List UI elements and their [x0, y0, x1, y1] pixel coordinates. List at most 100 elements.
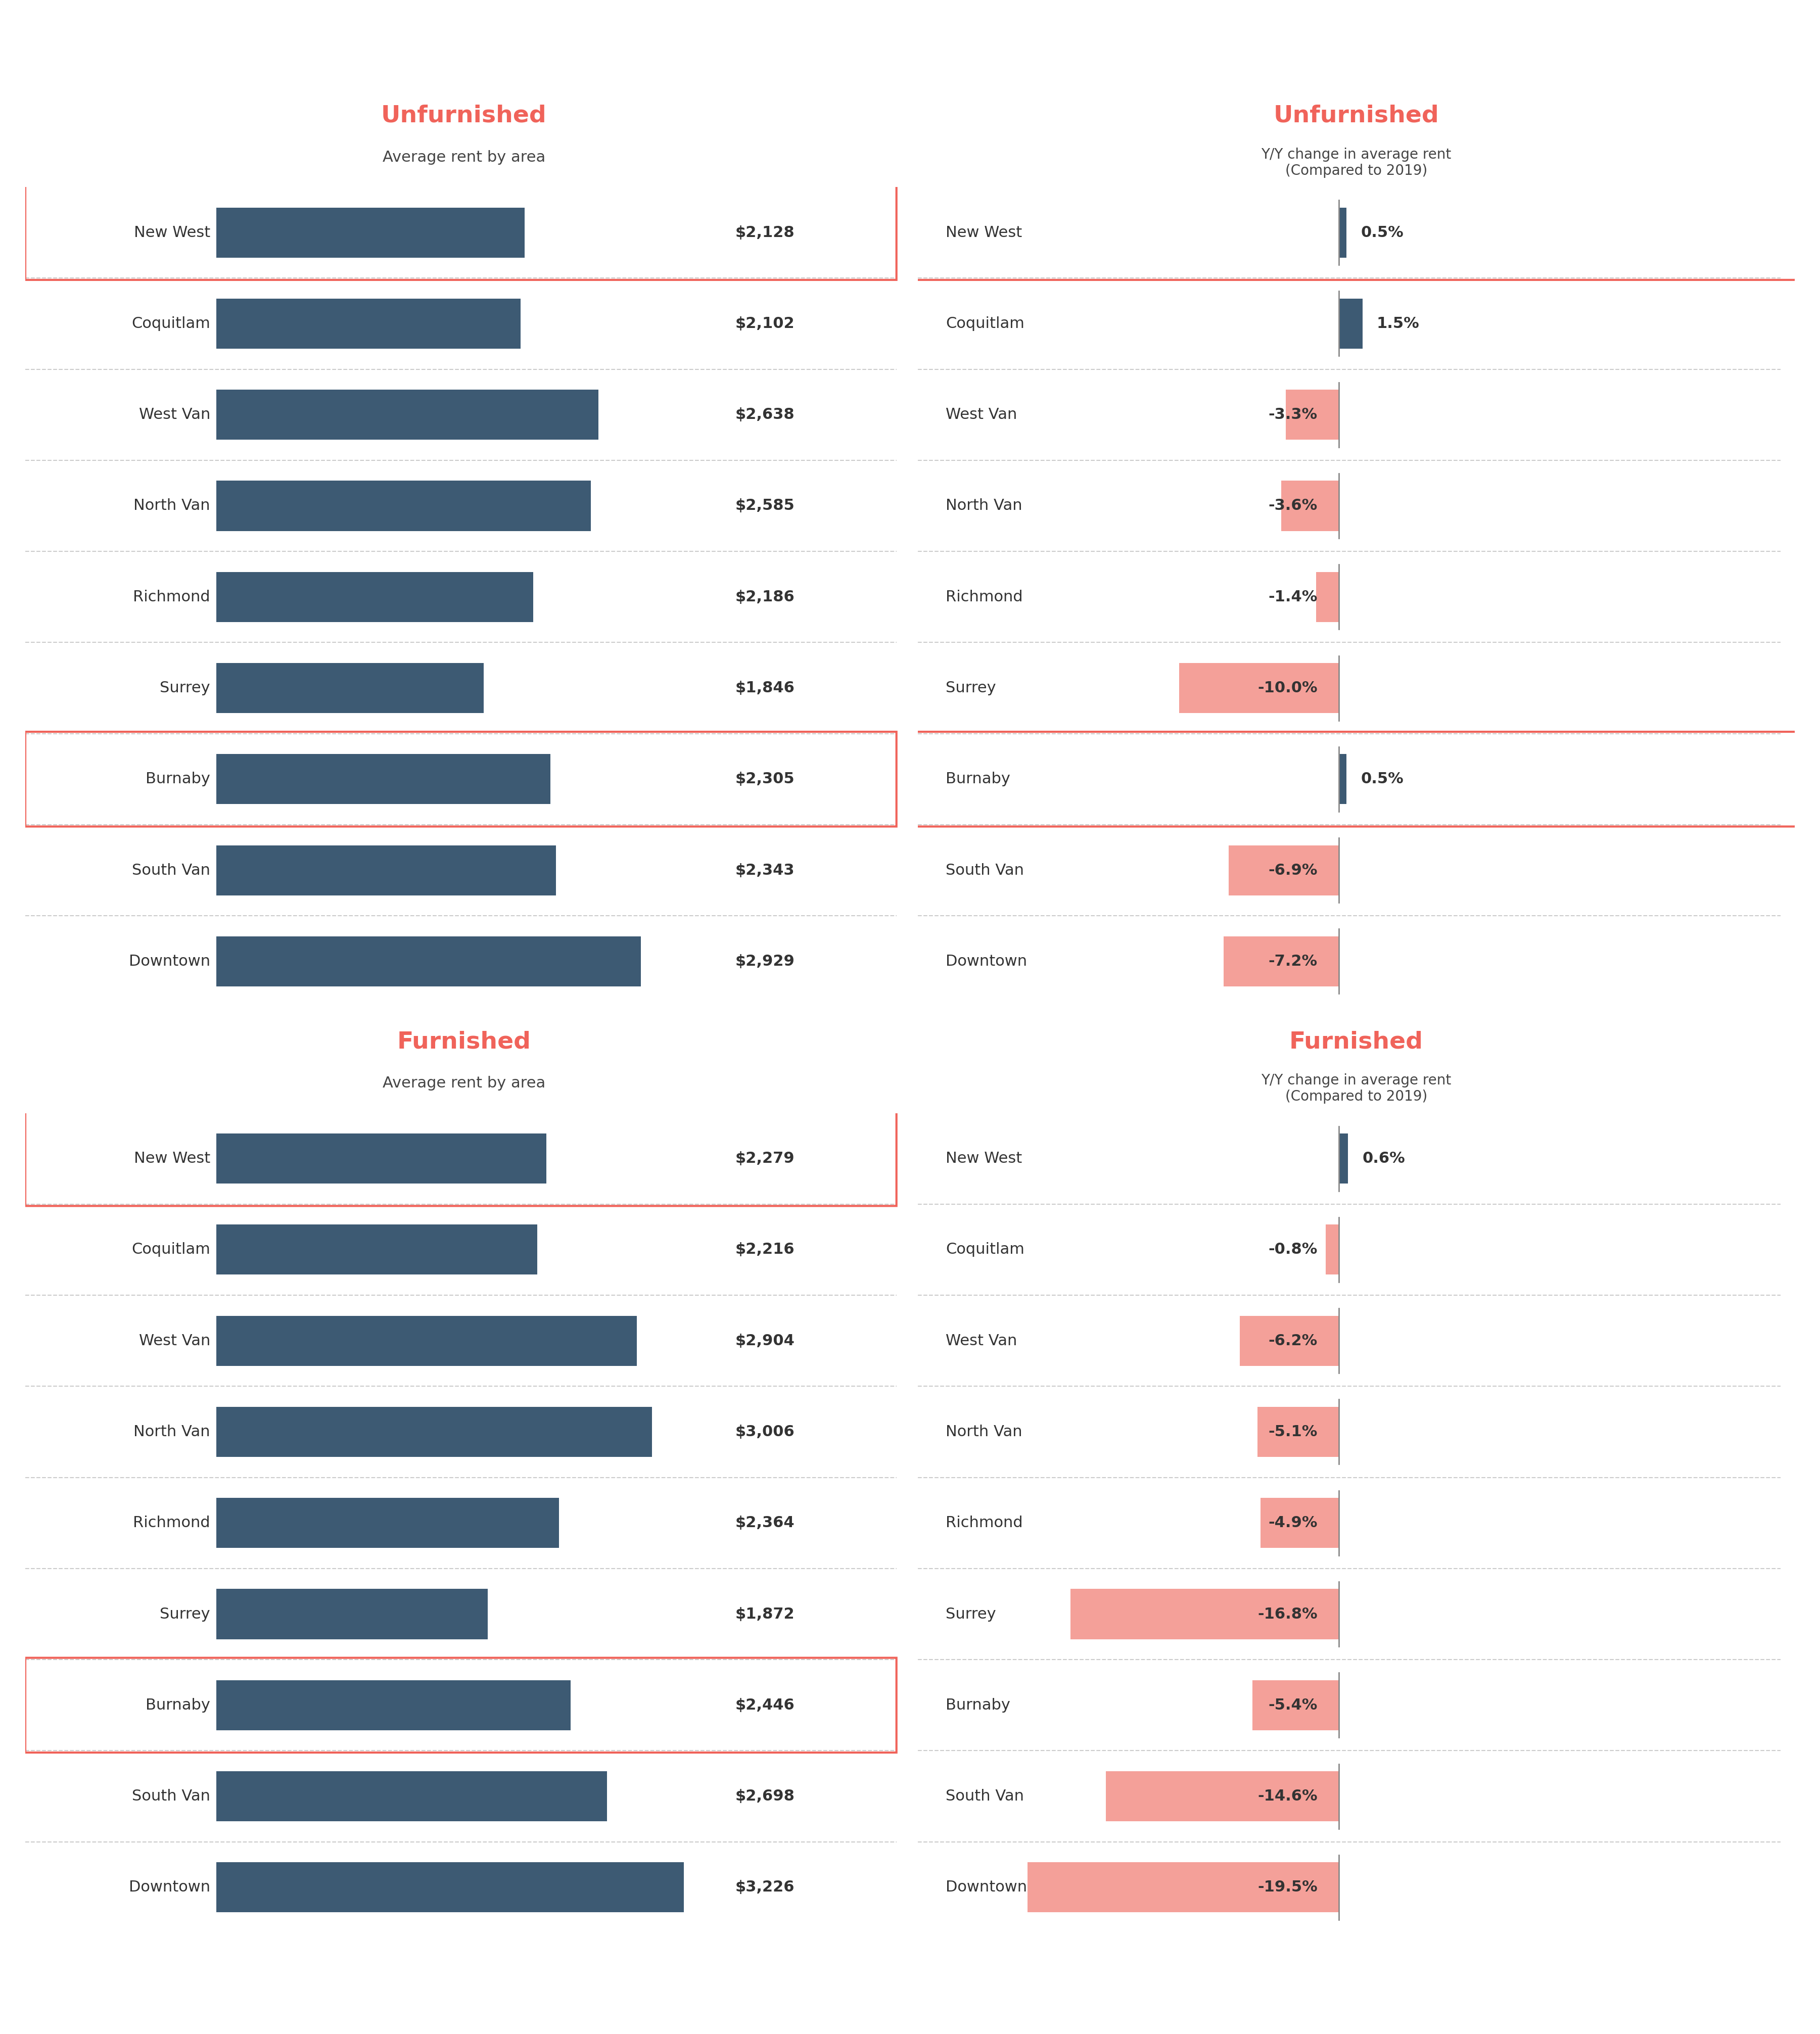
FancyBboxPatch shape	[1070, 1589, 1340, 1639]
Text: -10.0%: -10.0%	[1258, 681, 1318, 696]
Text: Coquitlam: Coquitlam	[131, 317, 211, 332]
FancyBboxPatch shape	[217, 1863, 684, 1912]
Text: Richmond: Richmond	[946, 590, 1023, 604]
Text: -0.8%: -0.8%	[1269, 1243, 1318, 1257]
Text: liv.rent, Craigslist, Rentals.ca, and Zumper: liv.rent, Craigslist, Rentals.ca, and Zu…	[155, 1977, 453, 1991]
FancyBboxPatch shape	[1281, 480, 1340, 531]
FancyBboxPatch shape	[1258, 1408, 1340, 1456]
FancyBboxPatch shape	[217, 480, 592, 531]
Text: 1.5%: 1.5%	[1376, 317, 1420, 332]
Text: North Van: North Van	[946, 1424, 1023, 1440]
FancyBboxPatch shape	[217, 391, 599, 439]
Text: Y/Y change in average rent
(Compared to 2019): Y/Y change in average rent (Compared to …	[1261, 146, 1451, 177]
Text: -3.6%: -3.6%	[1269, 498, 1318, 513]
Text: $2,585: $2,585	[735, 498, 795, 513]
FancyBboxPatch shape	[217, 572, 533, 622]
Text: Unfurnished: Unfurnished	[380, 104, 546, 128]
Text: -5.4%: -5.4%	[1269, 1698, 1318, 1713]
Text: Burnaby: Burnaby	[146, 771, 211, 787]
Text: Burnaby: Burnaby	[946, 1698, 1010, 1713]
Text: Unfurnished: Unfurnished	[1274, 104, 1440, 128]
FancyBboxPatch shape	[1316, 572, 1340, 622]
Text: 0.5%: 0.5%	[1361, 226, 1403, 240]
FancyBboxPatch shape	[1261, 1497, 1340, 1548]
Text: l. liv: l. liv	[1711, 1977, 1747, 1991]
Text: Burnaby: Burnaby	[146, 1698, 211, 1713]
Text: West Van: West Van	[138, 407, 211, 423]
Text: $2,128: $2,128	[735, 226, 795, 240]
Text: Downtown: Downtown	[946, 1879, 1026, 1896]
Text: $1,846: $1,846	[735, 681, 795, 696]
Text: -3.3%: -3.3%	[1269, 407, 1318, 423]
Text: Downtown: Downtown	[129, 1879, 211, 1896]
FancyBboxPatch shape	[217, 846, 555, 895]
FancyBboxPatch shape	[1107, 1772, 1340, 1820]
FancyBboxPatch shape	[217, 299, 521, 348]
Text: -7.2%: -7.2%	[1269, 954, 1318, 968]
FancyBboxPatch shape	[1340, 755, 1347, 803]
Text: -6.2%: -6.2%	[1269, 1334, 1318, 1349]
Text: West Van: West Van	[946, 1334, 1017, 1349]
Text: $2,102: $2,102	[735, 317, 795, 332]
FancyBboxPatch shape	[217, 1680, 571, 1731]
Text: $2,446: $2,446	[735, 1698, 795, 1713]
FancyBboxPatch shape	[217, 936, 641, 986]
FancyBboxPatch shape	[1287, 391, 1340, 439]
Text: $1,872: $1,872	[735, 1607, 795, 1621]
Text: -1.4%: -1.4%	[1269, 590, 1318, 604]
Text: New West: New West	[946, 1151, 1023, 1165]
Text: $2,279: $2,279	[735, 1151, 795, 1165]
Text: South Van: South Van	[131, 1790, 211, 1804]
Text: South Van: South Van	[131, 862, 211, 877]
Text: 0.5%: 0.5%	[1361, 771, 1403, 787]
Text: Coquitlam: Coquitlam	[946, 317, 1025, 332]
Text: $2,904: $2,904	[735, 1334, 795, 1349]
Text: West Van: West Van	[946, 407, 1017, 423]
Text: $2,638: $2,638	[735, 407, 795, 423]
FancyBboxPatch shape	[217, 755, 550, 803]
Text: Richmond: Richmond	[133, 590, 211, 604]
FancyBboxPatch shape	[217, 1772, 608, 1820]
Text: -6.9%: -6.9%	[1269, 862, 1318, 877]
Text: $3,226: $3,226	[735, 1879, 795, 1896]
FancyBboxPatch shape	[1340, 1133, 1349, 1184]
Text: Surrey: Surrey	[946, 1607, 996, 1621]
FancyBboxPatch shape	[1239, 1316, 1340, 1365]
FancyBboxPatch shape	[1028, 1863, 1340, 1912]
Text: $2,343: $2,343	[735, 862, 795, 877]
FancyBboxPatch shape	[217, 1316, 637, 1365]
FancyBboxPatch shape	[1228, 846, 1340, 895]
FancyBboxPatch shape	[1223, 936, 1340, 986]
Text: Richmond: Richmond	[946, 1515, 1023, 1530]
Text: Coquitlam: Coquitlam	[946, 1243, 1025, 1257]
Text: $3,006: $3,006	[735, 1424, 795, 1440]
Text: $2,305: $2,305	[735, 771, 795, 787]
FancyBboxPatch shape	[217, 1589, 488, 1639]
Text: North Van: North Van	[946, 498, 1023, 513]
Text: North Van: North Van	[133, 498, 211, 513]
Text: West Van: West Van	[138, 1334, 211, 1349]
Text: Furnished: Furnished	[397, 1031, 531, 1054]
FancyBboxPatch shape	[217, 1497, 559, 1548]
FancyBboxPatch shape	[217, 1133, 546, 1184]
Text: Y/Y change in average rent
(Compared to 2019): Y/Y change in average rent (Compared to …	[1261, 1074, 1451, 1104]
Text: South Van: South Van	[946, 862, 1025, 877]
FancyBboxPatch shape	[1252, 1680, 1340, 1731]
Text: Coquitlam: Coquitlam	[131, 1243, 211, 1257]
Text: 7.  New Westminster and Burnaby see increase: 7. New Westminster and Burnaby see incre…	[55, 26, 915, 57]
Text: Furnished: Furnished	[1289, 1031, 1423, 1054]
FancyBboxPatch shape	[217, 1224, 537, 1275]
Text: SOURCE:: SOURCE:	[36, 1977, 106, 1991]
Text: New West: New West	[946, 226, 1023, 240]
Text: -14.6%: -14.6%	[1258, 1790, 1318, 1804]
Text: 0.6%: 0.6%	[1361, 1151, 1405, 1165]
Text: $2,364: $2,364	[735, 1515, 795, 1530]
FancyBboxPatch shape	[1325, 1224, 1340, 1275]
Text: -16.8%: -16.8%	[1258, 1607, 1318, 1621]
Text: North Van: North Van	[133, 1424, 211, 1440]
FancyBboxPatch shape	[1340, 207, 1347, 258]
Text: New West: New West	[135, 1151, 211, 1165]
Text: Downtown: Downtown	[946, 954, 1026, 968]
Text: Average rent by area: Average rent by area	[382, 151, 546, 165]
Text: -5.1%: -5.1%	[1269, 1424, 1318, 1440]
